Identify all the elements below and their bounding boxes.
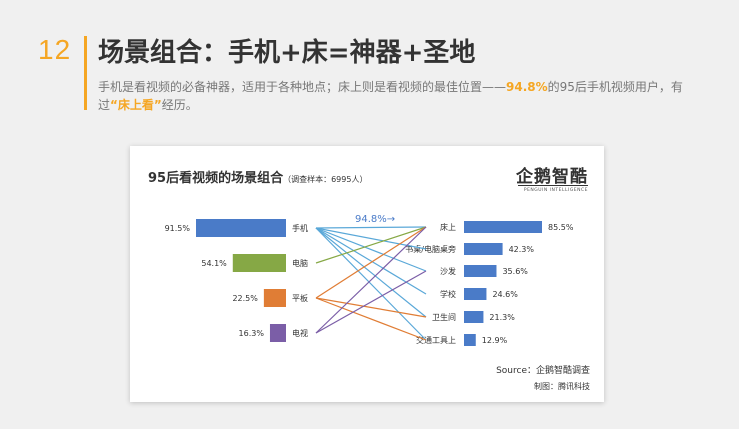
right-bar-5	[464, 334, 476, 346]
right-category-label-3: 学校	[440, 289, 456, 299]
link-line-1-0	[315, 226, 427, 264]
logo-line	[518, 185, 588, 186]
desc-mid: 的95后手机视频用户，有过	[98, 80, 683, 112]
desc-before: 手机是看视频的必备神器，适用于各种地点；床上则是看视频的最佳位置——	[98, 80, 507, 94]
right-bar-1	[464, 243, 503, 255]
logo-text: 企鹅智酷	[516, 167, 588, 187]
desc-quote: “床上看”	[110, 98, 162, 112]
link-line-2-0	[315, 226, 427, 299]
right-bar-2	[464, 265, 497, 277]
left-value-label-0: 91.5%	[165, 224, 191, 233]
right-value-label-5: 12.9%	[482, 336, 508, 345]
right-value-label-2: 35.6%	[502, 267, 528, 276]
link-line-2-4	[315, 297, 427, 318]
chart-svg: 95后看视频的场景组合（调查样本：6995人） 91.5% 手机 54.1% 电脑 22.…	[148, 170, 590, 391]
chart-subtitle: （调查样本：6995人）	[283, 174, 367, 184]
logo: 企鹅智酷 PENGUIN INTELLIGENCE	[504, 156, 592, 196]
left-bar-2	[263, 289, 286, 307]
link-line-0-0	[315, 226, 427, 229]
slide-title: 场景组合：手机+床=神器+圣地	[98, 38, 476, 68]
link-line-2-5	[315, 297, 427, 341]
slide-description: 手机是看视频的必备神器，适用于各种地点；床上则是看视频的最佳位置——94.8%的…	[98, 78, 698, 114]
right-category-label-0: 床上	[440, 222, 456, 232]
left-bar-1	[232, 254, 286, 272]
left-category-label-1: 电脑	[292, 258, 308, 268]
left-bar-3	[269, 324, 286, 342]
right-value-label-1: 42.3%	[509, 245, 535, 254]
left-bar-0	[196, 219, 286, 237]
link-line-0-1	[315, 227, 427, 250]
link-line-0-3	[315, 227, 427, 295]
logo-subtitle: PENGUIN INTELLIGENCE	[523, 188, 588, 193]
right-category-label-1: 书桌/电脑桌旁	[405, 244, 456, 254]
left-value-label-2: 22.5%	[232, 294, 258, 303]
left-value-label-1: 54.1%	[201, 259, 227, 268]
link-line-3-2	[315, 270, 427, 334]
right-value-label-3: 24.6%	[492, 290, 518, 299]
credit-label: 制图：腾讯科技	[534, 381, 590, 391]
percent-annotation: 94.8%→	[355, 214, 395, 225]
right-category-label-5: 交通工具上	[416, 335, 456, 345]
left-category-label-0: 手机	[292, 223, 308, 233]
left-value-label-3: 16.3%	[239, 329, 265, 338]
link-line-0-4	[315, 227, 427, 318]
right-category-label-4: 卫生间	[432, 312, 456, 322]
link-line-3-0	[315, 226, 427, 334]
right-bar-4	[464, 311, 484, 323]
desc-after: 经历。	[161, 98, 198, 112]
right-bar-3	[464, 288, 487, 300]
right-bar-0	[464, 221, 542, 233]
link-line-0-2	[315, 227, 427, 272]
link-line-0-5	[315, 227, 427, 341]
accent-bar	[84, 36, 87, 110]
right-value-label-4: 21.3%	[489, 313, 515, 322]
slide-number: 12	[38, 34, 72, 65]
chart-card: 企鹅智酷 PENGUIN INTELLIGENCE 95后看视频的场景组合（调查…	[130, 146, 604, 402]
right-value-label-0: 85.5%	[548, 223, 574, 232]
right-category-label-2: 沙发	[440, 266, 456, 276]
left-category-label-2: 平板	[292, 293, 308, 303]
desc-percent: 94.8%	[506, 80, 548, 94]
left-category-label-3: 电视	[292, 328, 308, 338]
chart-title: 95后看视频的场景组合（调查样本：6995人）	[148, 170, 367, 186]
source-label: Source：企鹅智酷调查	[496, 364, 590, 376]
